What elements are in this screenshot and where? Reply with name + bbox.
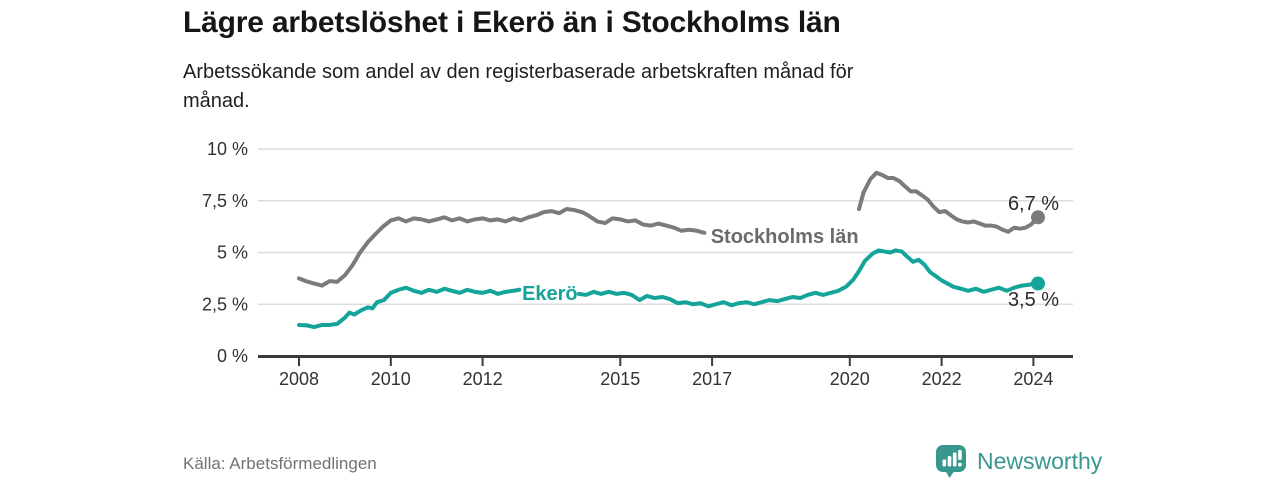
- page-title: Lägre arbetslöshet i Ekerö än i Stockhol…: [183, 6, 841, 39]
- chart-subtitle: Arbetssökande som andel av den registerb…: [183, 58, 853, 116]
- series-line-stockholms-l-n: [297, 207, 707, 288]
- y-axis-label: 0 %: [217, 346, 248, 366]
- y-axis-label: 2,5 %: [202, 294, 248, 314]
- series-end-dot-eker-: [1030, 276, 1045, 291]
- value-label-stockholms-l-n: 6,7 %: [1008, 193, 1059, 215]
- series-line-eker-: [297, 285, 522, 330]
- value-label-eker-: 3,5 %: [1008, 289, 1059, 311]
- series-end-dot-stockholms-l-n: [1030, 210, 1045, 225]
- newsworthy-logo: Newsworthy: [934, 443, 1102, 479]
- series-label-eker-: Ekerö: [522, 283, 578, 305]
- x-axis-label: 2008: [279, 369, 319, 389]
- series-line-eker-: [576, 248, 1040, 309]
- x-axis-label: 2022: [922, 369, 962, 389]
- x-axis-label: 2020: [830, 369, 870, 389]
- y-axis-label: 10 %: [207, 139, 248, 159]
- chart-subtitle-line1: Arbetssökande som andel av den registerb…: [183, 61, 854, 83]
- series-label-stockholms-l-n: Stockholms län: [711, 226, 859, 248]
- x-axis-label: 2010: [371, 369, 411, 389]
- x-axis-label: 2017: [692, 369, 732, 389]
- y-axis-label: 5 %: [217, 243, 248, 263]
- x-axis-label: 2024: [1013, 369, 1053, 389]
- series-line-stockholms-l-n: [856, 170, 1040, 234]
- logo-wordmark: Newsworthy: [977, 447, 1103, 474]
- bar-chart-bubble-icon: [936, 445, 966, 478]
- source-text: Källa: Arbetsförmedlingen: [183, 454, 377, 473]
- chart-subtitle-line2: månad.: [183, 90, 250, 112]
- y-axis-label: 7,5 %: [202, 191, 248, 211]
- x-axis-label: 2012: [463, 369, 503, 389]
- x-axis-label: 2015: [600, 369, 640, 389]
